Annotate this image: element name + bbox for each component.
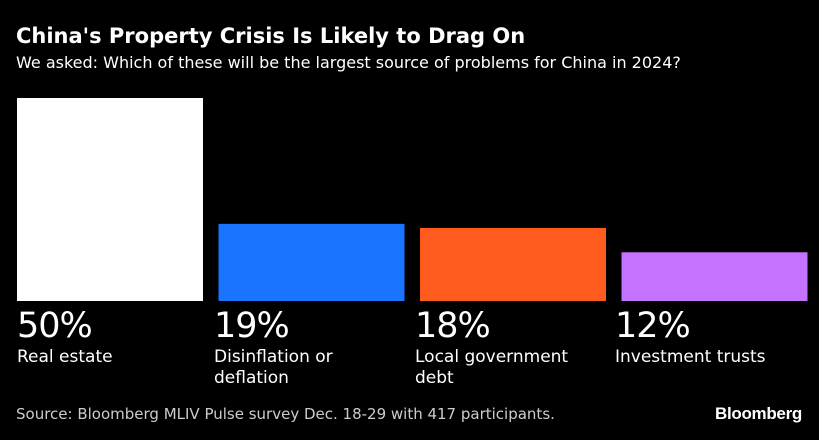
chart-title: China's Property Crisis Is Likely to Dra…: [16, 24, 526, 48]
category-investment-trusts: 12% Investment trusts: [615, 305, 805, 368]
source-note: Source: Bloomberg MLIV Pulse survey Dec.…: [16, 405, 555, 423]
category-label: Disinflation or deflation: [214, 347, 333, 388]
bar-investment-trusts: [621, 252, 808, 301]
chart-subtitle: We asked: Which of these will be the lar…: [16, 53, 681, 72]
bar-disinflation-or-deflation: [218, 223, 405, 301]
category-label: Real estate: [17, 347, 113, 367]
value-label: 12%: [615, 306, 691, 346]
category-label: Local government debt: [415, 347, 569, 388]
value-label: 50%: [17, 306, 93, 346]
category-real-estate: 50% Real estate: [17, 305, 207, 368]
category-local-government-debt: 18% Local government debt: [415, 305, 600, 389]
category-disinflation: 19% Disinflation or deflation: [214, 305, 374, 389]
value-label: 19%: [214, 306, 290, 346]
bar-local-government-debt: [420, 227, 606, 301]
category-label: Investment trusts: [615, 347, 766, 367]
value-label: 18%: [415, 306, 491, 346]
bloomberg-logo: Bloomberg: [714, 404, 802, 423]
bar-real-estate: [17, 98, 203, 301]
